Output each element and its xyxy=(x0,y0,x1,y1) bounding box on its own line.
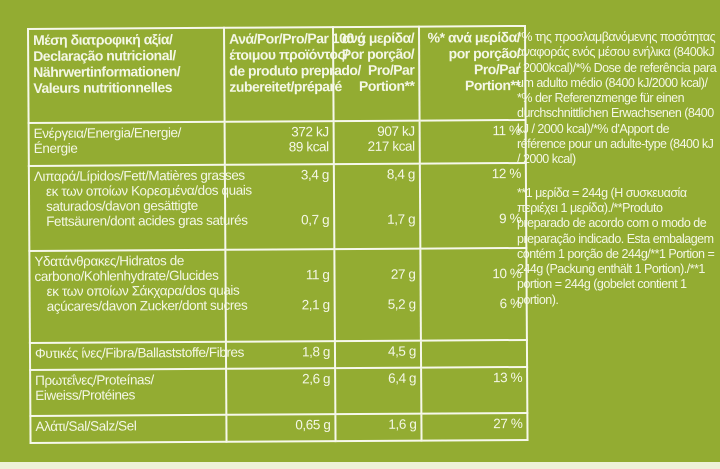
header-line: Μέση διατροφική αξία/ xyxy=(33,31,173,48)
value-percent: 27 % xyxy=(421,412,528,441)
value-kcal: 217 kcal xyxy=(367,138,415,154)
label-line: Πρωτεΐνες/Proteínas/ xyxy=(35,372,154,388)
table-row-carbohydrates: Υδατάνθρακες/Hidratos de carbono/Kohlenh… xyxy=(29,247,527,343)
label-line: Αλάτι/Sal/Salz/Sel xyxy=(35,418,137,434)
row-label: Πρωτεΐνες/Proteínas/ Eiweiss/Protéines xyxy=(30,368,227,416)
value-percent: 12 % 9 % xyxy=(419,162,527,249)
header-line: Declaração nutricional/ xyxy=(33,47,176,64)
header-line: Pro/Par xyxy=(473,60,521,78)
header-per-100g: Ανά/Por/Pro/Par 100 g έτοιμου προϊόντος/… xyxy=(224,27,366,122)
nutrition-label: Μέση διατροφική αξία/ Declaração nutrici… xyxy=(27,24,529,444)
value-kcal: 89 kcal xyxy=(288,139,329,155)
value-per-portion: 1,6 g xyxy=(335,413,422,442)
value-text: 4,5 g xyxy=(387,343,417,359)
header-line: Por porção/ xyxy=(341,45,415,63)
sub-label-line: εκ των οποίων Κορεσμένα/dos quais xyxy=(45,182,252,199)
label-line: Ενέργεια/Energia/Energie/ xyxy=(33,125,182,141)
header-line: Nährwertinformationen/ xyxy=(33,63,181,80)
table-header-row: Μέση διατροφική αξία/ Declaração nutrici… xyxy=(28,25,526,123)
percent-text: 12 % xyxy=(491,165,521,182)
value-per-100g: 11 g 2,1 g xyxy=(225,249,335,342)
row-label: Λιπαρά/Lípidos/Fett/Matières grasses εκ … xyxy=(28,164,252,251)
value-per-portion: 27 g 5,2 g xyxy=(334,248,421,342)
value-percent: 13 % xyxy=(421,366,528,414)
label-line: carbono/Kohlenhydrate/Glucides xyxy=(34,267,219,284)
reference-intake-note: *% της προσλαμβανόμενης ποσότητας αναφορ… xyxy=(517,30,717,167)
value-per-portion: 907 kJ 217 kcal xyxy=(333,120,420,165)
sub-label-line: Fettsäuren/dont acides gras saturés xyxy=(46,212,248,229)
percent-text: 13 % xyxy=(492,369,523,386)
table-row-energy: Ενέργεια/Energia/Energie/ Énergie 372 kJ… xyxy=(28,119,526,166)
value-percent: 10 % 6 % xyxy=(420,247,527,341)
header-line: Ανά/Por/Pro/Par 100 g xyxy=(229,29,366,47)
table-row-salt: Αλάτι/Sal/Salz/Sel 0,65 g 1,6 g 27 % xyxy=(30,412,528,443)
table-row-fibre: Φυτικές ίνες/Fibra/Ballaststoffe/Fibres … xyxy=(29,339,528,370)
sub-label-line: saturados/davon gesättigte xyxy=(46,197,198,214)
header-line: Portion** xyxy=(358,77,415,94)
value-text: 11 g xyxy=(305,267,330,283)
portion-note: **1 μερίδα = 244g (Η συσκευασία περιέχει… xyxy=(517,185,715,307)
value-per-100g: 372 kJ 89 kcal xyxy=(224,121,334,165)
header-line: de produto preprado/ xyxy=(229,61,361,79)
percent-text: 11 % xyxy=(492,122,521,139)
value-text: 1,6 g xyxy=(388,416,417,432)
header-nutrient: Μέση διατροφική αξία/ Declaração nutrici… xyxy=(28,27,225,123)
table-row-fat: Λιπαρά/Lípidos/Fett/Matières grasses εκ … xyxy=(28,162,527,251)
value-text: 2,6 g xyxy=(302,371,331,387)
row-label: Ενέργεια/Energia/Energie/ Énergie xyxy=(28,121,225,166)
sub-label-line: εκ των οποίων Σάκχαρα/dos quais xyxy=(46,282,240,299)
header-line: por porção/ xyxy=(448,44,521,62)
header-line: Portion** xyxy=(464,76,521,94)
header-line: έτοιμου προϊόντος/ xyxy=(229,46,348,63)
label-line: Λιπαρά/Lípidos/Fett/Matières grasses xyxy=(33,167,245,184)
table-row-protein: Πρωτεΐνες/Proteínas/ Eiweiss/Protéines 2… xyxy=(30,366,528,416)
header-line: ανά μερίδα/ xyxy=(341,29,415,47)
value-per-100g: 2,6 g xyxy=(226,368,336,415)
header-line: %* ανά μερίδα/ xyxy=(427,28,521,46)
value-text: 0,65 g xyxy=(295,417,331,433)
bottom-strip xyxy=(0,462,720,469)
label-line: Φυτικές ίνες/Fibra/Ballaststoffe/Fibres xyxy=(34,344,245,361)
nutrition-table: Μέση διατροφική αξία/ Declaração nutrici… xyxy=(27,24,529,444)
header-line: zubereitet/préparé xyxy=(229,78,342,95)
value-kj: 907 kJ xyxy=(377,123,415,139)
row-label: Φυτικές ίνες/Fibra/Ballaststoffe/Fibres xyxy=(29,341,245,370)
row-label: Υδατάνθρακες/Hidratos de carbono/Kohlenh… xyxy=(29,249,248,343)
label-line: Énergie xyxy=(33,140,78,156)
label-line: Υδατάνθρακες/Hidratos de xyxy=(34,253,184,269)
row-label: Αλάτι/Sal/Salz/Sel xyxy=(30,414,227,443)
percent-text: 27 % xyxy=(493,415,523,432)
value-per-portion: 6,4 g xyxy=(335,367,422,415)
value-text: 6,4 g xyxy=(388,370,417,386)
value-percent xyxy=(420,339,528,368)
value-per-portion: 8,4 g 1,7 g xyxy=(333,163,421,250)
sub-percent-text: 9 % xyxy=(499,210,522,227)
sub-percent-text: 6 % xyxy=(499,295,522,312)
percent-text: 10 % xyxy=(492,265,522,282)
value-percent: 11 % xyxy=(419,119,526,164)
sub-value-text: 1,7 g xyxy=(387,211,416,227)
header-line: Valeurs nutritionnelles xyxy=(33,79,173,96)
label-line: Eiweiss/Protéines xyxy=(35,387,136,403)
sub-value-text: 5,2 g xyxy=(387,296,416,312)
value-text: 27 g xyxy=(390,266,416,282)
value-per-100g: 0,65 g xyxy=(226,414,336,442)
value-per-portion: 4,5 g xyxy=(334,340,422,369)
value-kj: 372 kJ xyxy=(291,124,329,140)
footnotes: *% της προσλαμβανόμενης ποσότητας αναφορ… xyxy=(517,30,717,308)
sub-label-line: açúcares/davon Zucker/dont sucres xyxy=(46,297,248,314)
percent-text xyxy=(426,343,522,344)
header-percent-portion: %* ανά μερίδα/ por porção/ Pro/Par Porti… xyxy=(418,25,526,121)
value-text: 8,4 g xyxy=(386,166,415,182)
value-text: 1,8 g xyxy=(301,344,331,360)
